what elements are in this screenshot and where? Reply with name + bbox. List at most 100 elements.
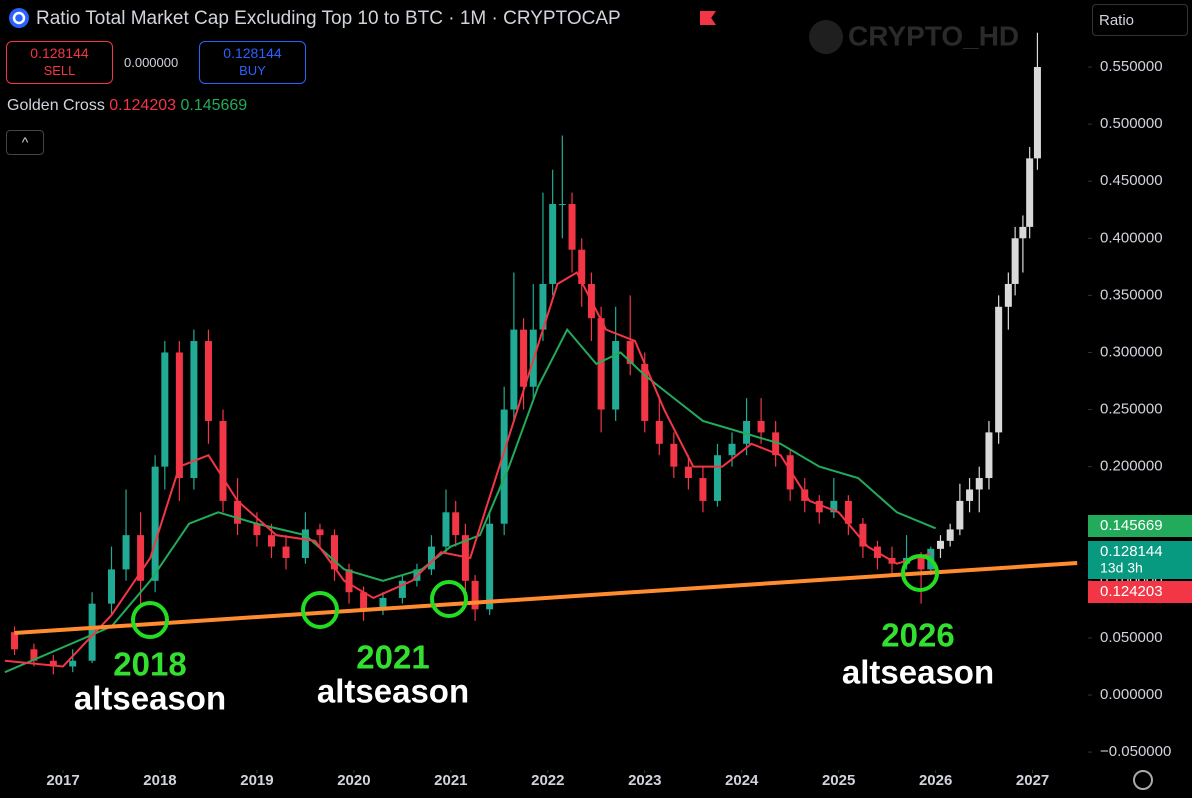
buy-price: 0.128144	[223, 45, 282, 61]
highlight-circle	[301, 591, 339, 629]
candle-body	[539, 283, 547, 330]
candle-body	[830, 500, 838, 513]
buy-button[interactable]: 0.128144 BUY	[199, 41, 306, 84]
x-tick-label: 2024	[725, 772, 759, 789]
trend-line	[14, 561, 1078, 635]
x-tick-label: 2020	[337, 772, 370, 789]
watermark: CRYPTO_HD	[848, 20, 1019, 51]
sell-label: SELL	[43, 63, 76, 78]
annotation: 2021	[356, 639, 429, 676]
x-tick-label: 2018	[143, 772, 176, 789]
candle-body	[655, 420, 663, 444]
x-tick-label: 2021	[434, 772, 467, 789]
candle-body	[316, 529, 324, 536]
price-label-box	[1088, 541, 1192, 579]
candle-body	[452, 512, 460, 536]
candle-body	[175, 352, 183, 479]
candle-body	[815, 500, 823, 513]
candle-body	[486, 523, 494, 610]
annotation: altseason	[74, 680, 226, 717]
y-tick-label: 0.250000	[1100, 401, 1163, 418]
candle-body	[282, 546, 290, 558]
candle-body	[684, 466, 692, 479]
candle-body	[728, 443, 736, 456]
candle-body	[626, 341, 634, 364]
candle-body	[859, 523, 867, 547]
logo	[9, 8, 29, 28]
y-tick-label: 0.200000	[1100, 458, 1163, 475]
candle-body	[30, 649, 38, 661]
candle-body	[985, 432, 993, 479]
price-label: 0.145669	[1100, 517, 1163, 534]
moving-average	[4, 327, 937, 674]
candle-body	[301, 529, 309, 558]
candle-body	[471, 580, 479, 610]
candle-body	[757, 420, 765, 433]
candle-body	[801, 489, 809, 501]
candle-body	[442, 512, 450, 547]
highlight-circle	[901, 554, 939, 592]
y-tick-label: 0.400000	[1100, 229, 1163, 246]
candle-body	[190, 341, 198, 479]
candle-body	[398, 580, 406, 598]
candle-body	[946, 529, 954, 541]
candle-body	[1019, 226, 1027, 239]
candle-body	[975, 478, 983, 490]
price-label-box	[1088, 515, 1192, 537]
chart-title: Ratio Total Market Cap Excluding Top 10 …	[36, 8, 621, 29]
candle-body	[122, 535, 130, 570]
y-tick-label: 0.350000	[1100, 286, 1163, 303]
annotation: 2026	[881, 617, 954, 654]
candle-body	[713, 455, 721, 501]
annotation: altseason	[317, 673, 469, 710]
candle-body	[1011, 238, 1019, 284]
highlight-circle	[430, 580, 468, 618]
candle-body	[253, 523, 261, 536]
scale-selector[interactable]: Ratio	[1092, 4, 1188, 36]
highlight-circle	[131, 601, 169, 639]
x-tick-label: 2017	[46, 772, 79, 789]
candle-body	[743, 420, 751, 444]
candle-body	[558, 204, 566, 206]
collapse-button[interactable]: ^	[6, 130, 44, 155]
x-tick-label: 2027	[1016, 772, 1049, 789]
candle-body	[204, 341, 212, 421]
candle-body	[88, 603, 96, 661]
candle-body	[345, 569, 353, 593]
flag-icon[interactable]	[700, 11, 716, 25]
candle-body	[549, 204, 557, 284]
y-tick-label: 0.050000	[1100, 629, 1163, 646]
price-label: 0.128144	[1100, 543, 1163, 560]
spread: 0.000000	[124, 55, 179, 70]
watermark-icon	[809, 20, 843, 54]
x-tick-label: 2019	[240, 772, 273, 789]
candle-body	[161, 352, 169, 467]
y-tick-label: 0.550000	[1100, 58, 1163, 75]
candle-body	[786, 455, 794, 490]
candle-body	[917, 557, 925, 570]
y-tick-label: 0.000000	[1100, 686, 1163, 703]
y-tick-label: 0.500000	[1100, 115, 1163, 132]
y-tick-label: 0.300000	[1100, 343, 1163, 360]
candle-body	[151, 466, 159, 581]
candle-body	[612, 341, 620, 410]
candle-body	[234, 500, 242, 524]
settings-button[interactable]	[1133, 770, 1153, 790]
buy-label: BUY	[239, 63, 266, 78]
x-tick-label: 2026	[919, 772, 952, 789]
candle-body	[995, 306, 1003, 433]
candle-body	[427, 546, 435, 570]
candle-body	[966, 489, 974, 501]
candle-body	[1004, 283, 1012, 307]
y-tick-label: 0.450000	[1100, 172, 1163, 189]
candle-body	[360, 592, 368, 610]
candle-body	[597, 318, 605, 410]
candle-body	[330, 535, 338, 570]
candle-body	[699, 478, 707, 501]
x-tick-label: 2023	[628, 772, 661, 789]
candle-body	[1026, 158, 1034, 227]
candle-body	[844, 500, 852, 524]
indicator-name: Golden Cross	[7, 97, 105, 114]
sell-button[interactable]: 0.128144 SELL	[6, 41, 113, 84]
indicator-value: 0.124203	[109, 97, 177, 114]
